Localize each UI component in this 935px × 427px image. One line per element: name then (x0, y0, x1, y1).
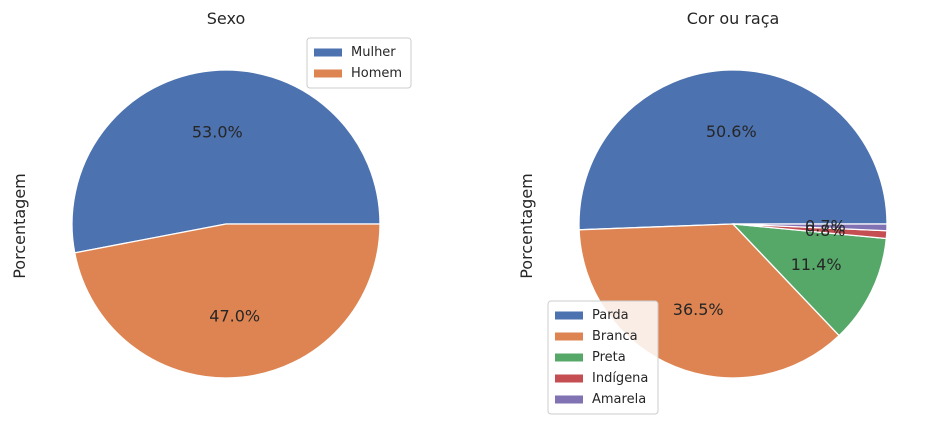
legend: Mulher Homem (306, 37, 412, 89)
pie-percent-labels: 53.0% 47.0% (192, 123, 260, 326)
pct-label-homem: 47.0% (209, 306, 260, 325)
legend: Parda Branca Preta Indígena Amarela (547, 300, 659, 415)
pie-chart-sexo: Sexo Porcentagem 53.0% 47.0% Mulher Homem (10, 9, 412, 379)
pie-slice-preta (732, 223, 887, 337)
legend-label-indigena: Indígena (592, 371, 648, 386)
pct-label-preta: 11.4% (791, 255, 842, 274)
pie-slice-amarela (732, 223, 888, 232)
legend-swatch-homem (314, 69, 342, 78)
pct-label-branca: 36.5% (673, 300, 724, 319)
legend-swatch-parda (555, 311, 583, 320)
legend-label-amarela: Amarela (592, 392, 646, 407)
pie-slice-mulher (71, 69, 381, 254)
legend-label-preta: Preta (592, 350, 626, 365)
y-axis-label: Porcentagem (10, 173, 29, 279)
chart-title: Cor ou raça (687, 9, 780, 28)
legend-swatch-branca (555, 332, 583, 341)
pct-label-amarela: 0.7% (805, 217, 846, 236)
pie-percent-labels: 50.6% 36.5% 11.4% 0.8%0.7% (673, 122, 846, 319)
pct-label-mulher: 53.0% (192, 123, 243, 142)
legend-swatch-mulher (314, 48, 342, 57)
legend-swatch-indigena (555, 374, 583, 383)
pct-label-indigena: 0.8% (805, 221, 846, 240)
pie-chart-cor-ou-raca: Cor ou raça Porcentagem 50.6% 36.5% 11.4% 0… (517, 9, 888, 415)
pie-wedges (71, 69, 381, 379)
chart-title: Sexo (207, 9, 245, 28)
legend-label-mulher: Mulher (351, 45, 396, 60)
legend-swatch-amarela (555, 395, 583, 404)
legend-frame (547, 300, 659, 415)
legend-label-branca: Branca (592, 329, 638, 344)
legend-swatch-preta (555, 353, 583, 362)
pct-label-parda: 50.6% (706, 122, 757, 141)
y-axis-label: Porcentagem (517, 173, 536, 279)
legend-label-parda: Parda (592, 308, 629, 323)
pie-slice-homem (74, 223, 381, 379)
pie-slice-parda (578, 69, 888, 231)
legend-label-homem: Homem (351, 66, 402, 81)
